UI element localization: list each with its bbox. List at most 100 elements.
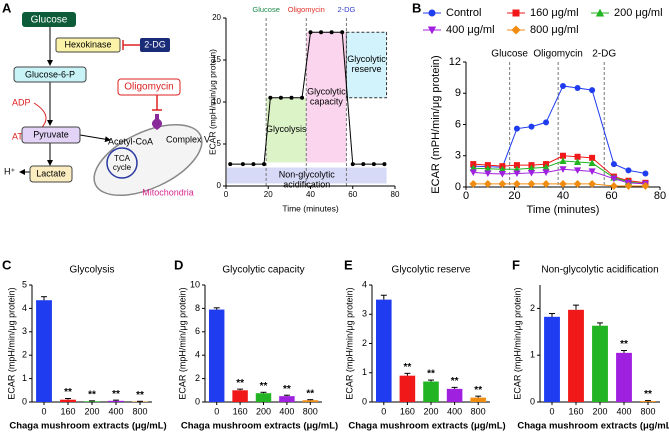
marker xyxy=(589,154,596,161)
x-tick-label: 800 xyxy=(471,406,486,416)
node-label: Complex V xyxy=(166,134,210,144)
series-line xyxy=(230,31,385,165)
x-tick-label: 160 xyxy=(568,406,583,416)
chart-title: Non-glycolytic acidification xyxy=(541,265,658,276)
significance: ** xyxy=(427,369,435,380)
marker xyxy=(240,162,245,167)
marker xyxy=(542,163,550,171)
marker xyxy=(484,165,492,172)
x-tick-label: 400 xyxy=(447,406,462,416)
marker xyxy=(542,179,550,188)
marker xyxy=(543,119,550,126)
significance: ** xyxy=(451,376,459,387)
x-tick-label: 80 xyxy=(654,190,666,202)
y-tick-label: 1 xyxy=(530,350,535,360)
y-tick-label: 0 xyxy=(22,396,27,406)
node-label: Pyruvate xyxy=(33,129,69,139)
marker xyxy=(528,123,535,130)
marker xyxy=(542,169,550,177)
x-tick-label: 400 xyxy=(279,406,294,416)
y-tick-label: 0 xyxy=(195,396,200,406)
marker xyxy=(469,169,477,177)
legend-marker xyxy=(428,9,436,17)
marker xyxy=(483,179,492,188)
bar xyxy=(302,400,319,402)
significance: ** xyxy=(306,388,314,399)
marker xyxy=(329,30,334,35)
marker xyxy=(300,95,305,100)
legend-marker xyxy=(427,26,437,35)
y-tick-label: 8 xyxy=(195,303,200,313)
marker xyxy=(573,167,582,174)
y-tick-label: 4 xyxy=(22,303,27,313)
marker xyxy=(513,125,520,132)
marker xyxy=(484,162,491,169)
marker xyxy=(527,164,536,172)
x-tick-label: 0 xyxy=(224,190,229,199)
bar xyxy=(84,401,100,402)
significance: ** xyxy=(236,378,244,389)
bar xyxy=(108,400,124,402)
region xyxy=(345,31,388,99)
bar xyxy=(60,399,76,402)
panel-labels: A B C D E F xyxy=(2,0,520,272)
marker xyxy=(574,85,581,92)
marker xyxy=(513,179,521,188)
region-label: Non-glycolytic acidification xyxy=(279,170,336,190)
x-tick-label: 0 xyxy=(214,406,219,416)
marker xyxy=(319,30,324,35)
marker xyxy=(262,162,267,167)
injection-label: Oligomycin xyxy=(288,5,325,14)
x-tick-label: 0 xyxy=(381,406,386,416)
legend-label: Control xyxy=(446,7,481,19)
bar xyxy=(208,309,225,402)
x-tick-label: 0 xyxy=(549,406,554,416)
y-tick-label: 3 xyxy=(455,150,461,162)
x-tick-label: 60 xyxy=(348,190,357,199)
node xyxy=(29,165,73,183)
y-tick-label: 5 xyxy=(22,279,27,289)
significance: ** xyxy=(136,390,144,401)
marker xyxy=(469,179,478,188)
node-label: Oligomycin xyxy=(124,82,173,93)
x-tick-label: 200 xyxy=(256,406,271,416)
marker xyxy=(624,182,633,190)
marker xyxy=(589,87,596,94)
marker xyxy=(484,170,492,178)
chart-title: Glycolytic capacity xyxy=(222,265,304,276)
x-tick-label: 800 xyxy=(303,406,318,416)
panel-label: E xyxy=(344,257,353,272)
bar xyxy=(568,309,584,402)
marker xyxy=(642,170,649,177)
node-label: H⁺ xyxy=(4,166,15,176)
bar xyxy=(592,325,608,402)
significance: ** xyxy=(620,339,628,350)
y-tick-label: 2 xyxy=(530,303,535,313)
marker xyxy=(513,162,520,169)
x-tick-label: 200 xyxy=(423,406,438,416)
x-axis-label: Chaga mushroom extracts (μg/mL) xyxy=(9,421,166,432)
series-line xyxy=(473,85,646,174)
complex-v xyxy=(151,114,163,130)
bar xyxy=(423,381,439,402)
y-tick-label: 0 xyxy=(455,181,461,193)
x-axis-label: Time (minutes) xyxy=(282,203,339,213)
significance: ** xyxy=(644,389,652,400)
node xyxy=(13,66,87,83)
pathway-diagram: Glucose Hexokinase 2-DG Glucose-6-P ADP … xyxy=(4,12,210,197)
x-tick-label: 200 xyxy=(592,406,607,416)
panel-label: F xyxy=(512,257,520,272)
marker xyxy=(498,170,506,178)
series-line xyxy=(473,160,646,185)
significance: ** xyxy=(404,362,412,373)
marker xyxy=(498,165,506,173)
y-axis-label: ECAR (mpH/min/μg protein) xyxy=(177,287,187,399)
chart-title: Glycolytic reserve xyxy=(392,265,471,276)
y-tick-label: 2 xyxy=(195,373,200,383)
bar xyxy=(399,375,416,402)
node-label: Acetyl-CoA xyxy=(108,136,153,146)
x-tick-label: 400 xyxy=(616,406,631,416)
legend-label: 400 μg/ml xyxy=(446,24,495,36)
region xyxy=(266,97,307,163)
